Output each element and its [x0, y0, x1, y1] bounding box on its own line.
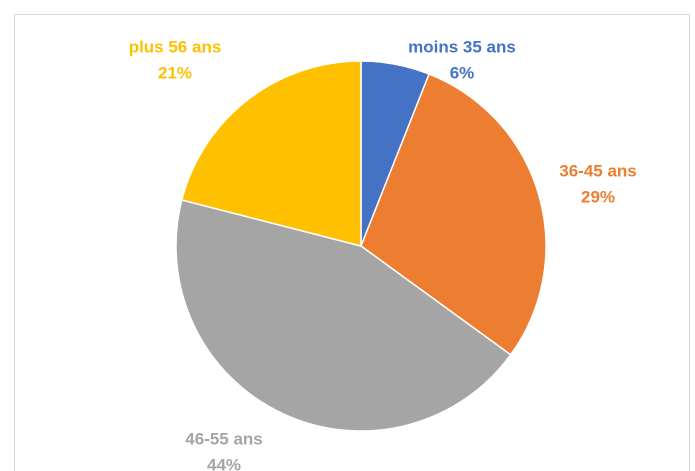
slice-value-label: 21%: [158, 63, 192, 82]
slice-category-label: 36-45 ans: [559, 161, 637, 180]
pie-slice: [360, 73, 547, 356]
pie-slice: [175, 199, 512, 432]
slice-category-label: moins 35 ans: [408, 37, 516, 56]
slice-value-label: 44%: [207, 455, 241, 471]
slice-value-label: 6%: [450, 63, 475, 82]
slice-category-label: plus 56 ans: [129, 37, 222, 56]
slice-value-label: 29%: [581, 187, 615, 206]
pie-slice: [180, 60, 362, 247]
slice-category-label: 46-55 ans: [185, 429, 263, 448]
